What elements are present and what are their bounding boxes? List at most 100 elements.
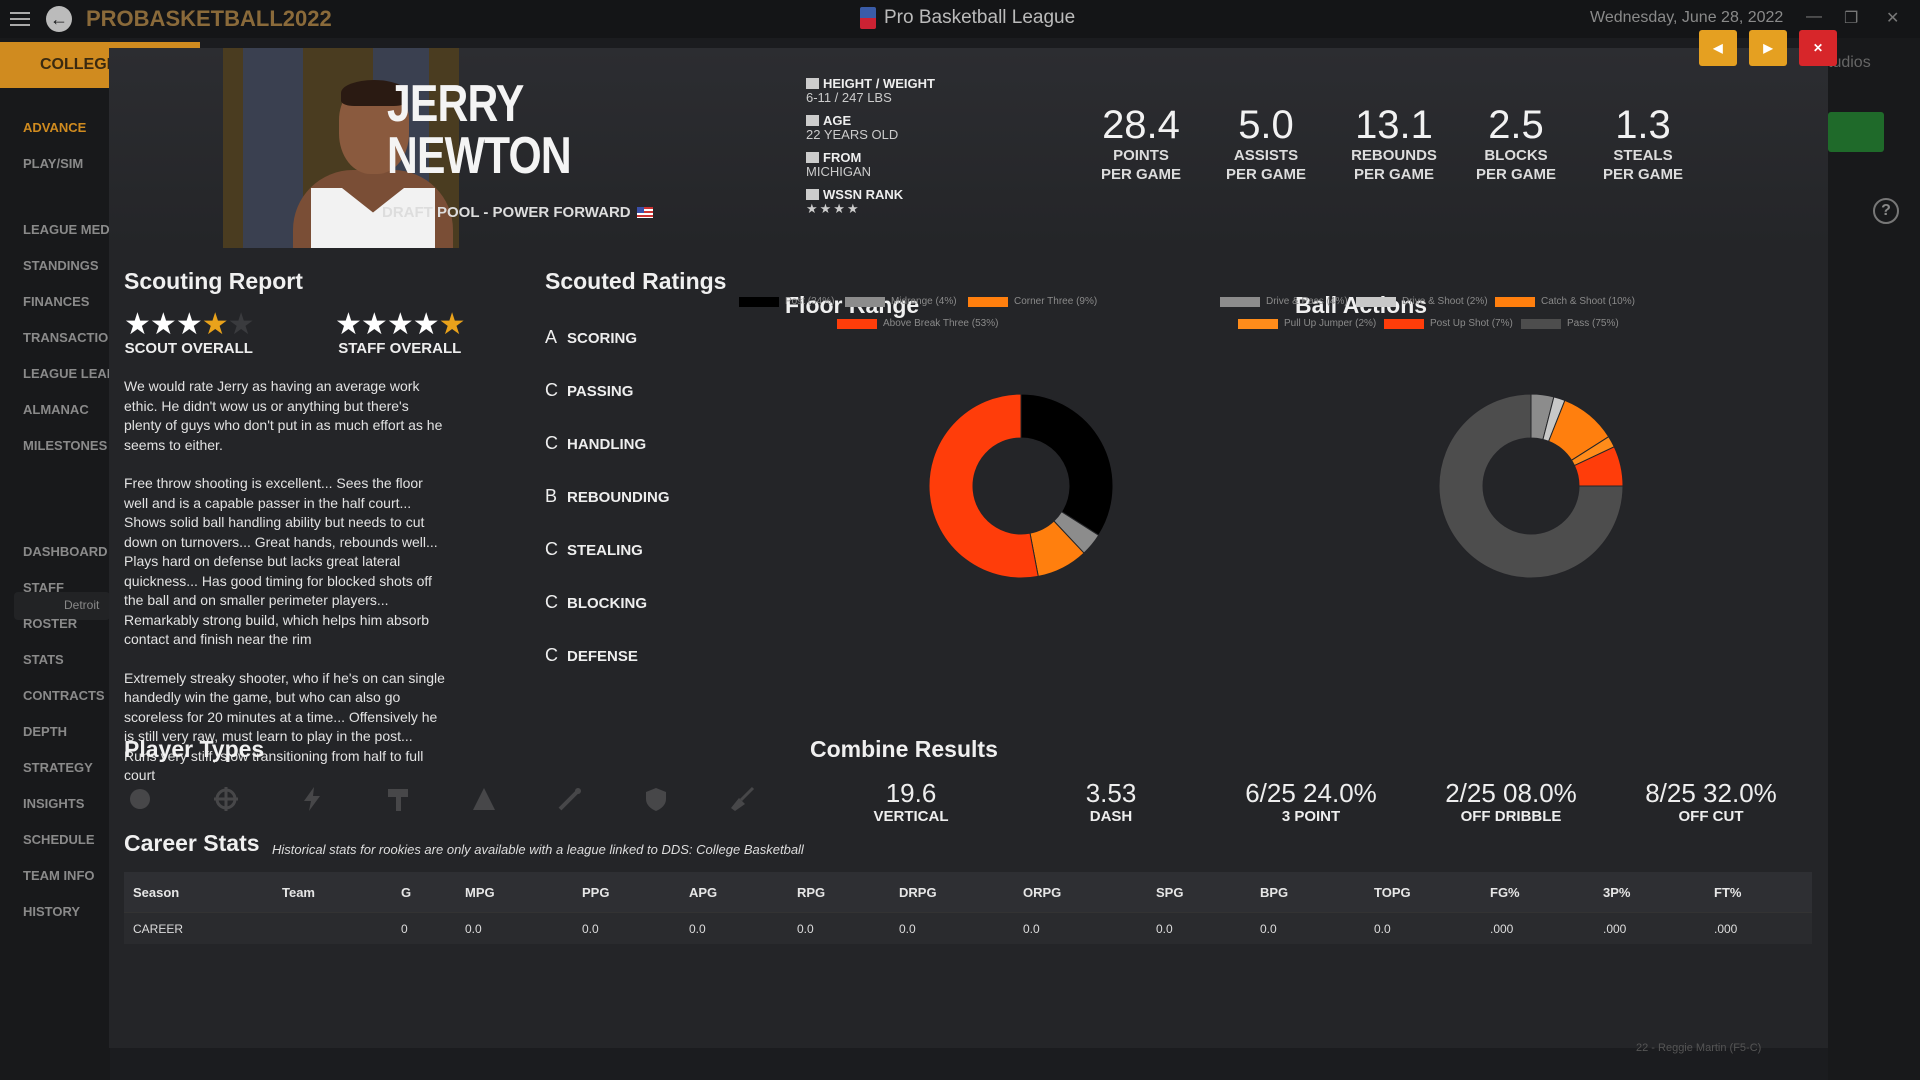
stat-blocks: 2.5 BLOCKS PER GAME (1475, 103, 1556, 183)
star-icon: ★ (227, 308, 255, 341)
sidebar-item-contracts[interactable]: CONTRACTS (23, 688, 105, 703)
sidebar-item-play-sim[interactable]: PLAY/SIM (23, 156, 84, 171)
column-header[interactable]: APG (689, 884, 718, 900)
ball-handler-icon (130, 789, 150, 809)
star-icon: ★ (201, 308, 229, 341)
broom-icon (731, 786, 755, 811)
footer-hint: 22 - Reggie Martin (F5-C) (1636, 1042, 1762, 1054)
legend-swatch (845, 296, 885, 307)
legend-swatch (739, 296, 779, 307)
table-cell: 0.0 (1374, 921, 1391, 936)
window-close-icon[interactable]: ✕ (1886, 10, 1900, 27)
sidebar-item-stats[interactable]: STATS (23, 652, 64, 667)
table-cell: 0.0 (689, 921, 706, 936)
career-stats-note: Historical stats for rookies are only av… (272, 842, 804, 857)
donut-slice (1020, 393, 1114, 536)
minimize-icon[interactable]: — (1806, 8, 1822, 25)
ball-actions-donut (1438, 393, 1624, 579)
menu-icon[interactable] (10, 12, 30, 26)
studios-label: tudios (1828, 54, 1871, 71)
sidebar-item-transactio[interactable]: TRANSACTIO (23, 330, 109, 345)
legend-swatch (1220, 296, 1260, 307)
scouting-report-text: We would rate Jerry as having an average… (124, 378, 445, 783)
stat-points: 28.4 POINTS PER GAME (1100, 103, 1181, 183)
legend-swatch (837, 318, 877, 329)
next-player-button[interactable]: ▶ (1749, 30, 1787, 66)
combine-off-cut: 8/25 32.0% OFF CUT (1645, 778, 1777, 825)
sidebar-item-milestones[interactable]: MILESTONES (23, 438, 108, 453)
legend-item: Pass (75%) (1521, 318, 1619, 329)
window-title: Pro Basketball League (860, 7, 1075, 29)
sidebar-item-standings[interactable]: STANDINGS (23, 258, 99, 273)
column-header[interactable]: FT% (1714, 884, 1742, 900)
sidebar-item-strategy[interactable]: STRATEGY (23, 760, 93, 775)
green-action-button[interactable] (1828, 112, 1884, 152)
star-icon: ★ (386, 308, 414, 341)
restore-icon[interactable]: ❐ (1844, 10, 1859, 27)
sidebar-item-league-med[interactable]: LEAGUE MED (23, 222, 110, 237)
star-icon: ★ (412, 308, 440, 341)
column-header[interactable]: ORPG (1023, 884, 1062, 900)
table-cell: 0.0 (1260, 921, 1277, 936)
scout-overall: ★★★★★ SCOUT OVERALL (124, 308, 255, 358)
column-header[interactable]: SPG (1156, 884, 1184, 900)
table-cell: 0.0 (899, 921, 916, 936)
sidebar-item-almanac[interactable]: ALMANAC (23, 402, 89, 417)
sidebar-item-team-info[interactable]: TEAM INFO (23, 868, 95, 883)
column-header[interactable]: G (401, 884, 412, 900)
column-header[interactable]: FG% (1490, 884, 1520, 900)
legend-swatch (968, 296, 1008, 307)
column-header[interactable]: Season (133, 884, 180, 900)
school-icon (806, 151, 819, 163)
sidebar-item-roster[interactable]: ROSTER (23, 616, 78, 631)
staff-overall-stars: ★★★★★ (335, 308, 466, 341)
legend-item: Pull Up Jumper (2%) (1238, 318, 1376, 329)
combine-3-point: 6/25 24.0% 3 POINT (1245, 778, 1377, 825)
prev-player-button[interactable]: ◀ (1699, 30, 1737, 66)
legend-item: Midrange (4%) (845, 296, 957, 307)
rating-defense: C DEFENSE (545, 645, 638, 665)
back-button[interactable]: ← (46, 6, 72, 32)
sidebar-item-dashboard[interactable]: DASHBOARD (23, 544, 108, 559)
sidebar: COLLEGE Detroit ADVANCE PLAY/SIM LEAGUE ME… (0, 38, 200, 1080)
column-header[interactable]: RPG (797, 884, 826, 900)
rating-passing: C PASSING (545, 380, 634, 400)
career-stats-table: Season Team G MPG PPG APG RPG DRPG ORPG SPG BPG TOP… (124, 872, 1812, 944)
legend-item: Drive & Pass (4%) (1220, 296, 1348, 307)
close-button[interactable]: ✕ (1799, 30, 1837, 66)
stat-assists: 5.0 ASSISTS PER GAME (1225, 103, 1306, 183)
star-icon: ★ (438, 308, 466, 341)
sidebar-item-schedule[interactable]: SCHEDULE (23, 832, 95, 847)
column-header[interactable]: Team (282, 884, 315, 900)
rating-stealing: C STEALING (545, 539, 643, 559)
sidebar-item-insights[interactable]: INSIGHTS (23, 796, 85, 811)
rating-rebounding: B REBOUNDING (545, 486, 670, 506)
sidebar-item-staff[interactable]: STAFF (23, 580, 64, 595)
table-cell: 0.0 (1156, 921, 1173, 936)
legend-item: Corner Three (9%) (968, 296, 1097, 307)
sidebar-item-league-lead[interactable]: LEAGUE LEAD (23, 366, 117, 381)
legend-item: Post Up Shot (7%) (1384, 318, 1513, 329)
column-header[interactable]: BPG (1260, 884, 1289, 900)
legend-swatch (1238, 318, 1278, 329)
legend-item: Above Break Three (53%) (837, 318, 998, 329)
sidebar-item-finances[interactable]: FINANCES (23, 294, 90, 309)
team-selector[interactable]: Detroit (14, 592, 110, 620)
column-header[interactable]: DRPG (899, 884, 937, 900)
column-header[interactable]: MPG (465, 884, 495, 900)
star-icon: ★ (360, 308, 388, 341)
help-icon[interactable]: ? (1873, 198, 1899, 224)
rating-blocking: C BLOCKING (545, 592, 647, 612)
shield-icon (646, 788, 666, 811)
sidebar-item-depth[interactable]: DEPTH (23, 724, 68, 739)
sidebar-item-advance[interactable]: ADVANCE (23, 120, 87, 135)
staff-overall: ★★★★★ STAFF OVERALL (335, 308, 466, 358)
floor-range-donut (928, 393, 1114, 579)
column-header[interactable]: 3P% (1603, 884, 1631, 900)
column-header[interactable]: PPG (582, 884, 610, 900)
scout-overall-stars: ★★★★★ (124, 308, 255, 341)
combine-off-dribble: 2/25 08.0% OFF DRIBBLE (1445, 778, 1577, 825)
column-header[interactable]: TOPG (1374, 884, 1411, 900)
mountain-icon (473, 788, 495, 810)
sidebar-item-history[interactable]: HISTORY (23, 904, 81, 919)
